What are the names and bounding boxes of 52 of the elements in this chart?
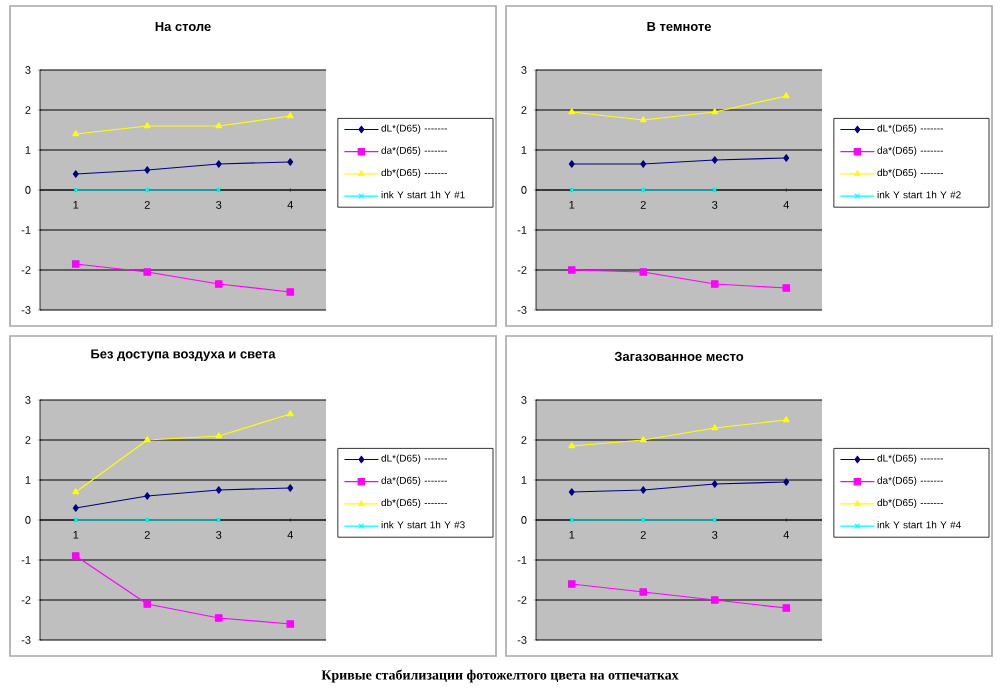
point	[215, 432, 223, 439]
point	[782, 604, 791, 612]
point	[143, 436, 151, 443]
point	[711, 156, 718, 164]
point	[215, 122, 223, 129]
point	[287, 484, 294, 492]
point	[640, 160, 647, 168]
point	[215, 160, 222, 168]
point	[639, 436, 647, 443]
point	[782, 416, 790, 423]
point	[640, 187, 647, 193]
point	[639, 116, 647, 123]
point	[286, 288, 295, 296]
point	[711, 108, 719, 115]
point	[144, 517, 151, 523]
point	[143, 122, 151, 129]
point	[214, 614, 223, 622]
point	[710, 596, 719, 604]
point	[568, 442, 576, 449]
point	[215, 486, 222, 494]
point	[640, 486, 647, 494]
point	[71, 552, 80, 560]
point	[783, 154, 790, 162]
point	[711, 480, 718, 488]
point	[568, 488, 575, 496]
point	[286, 620, 295, 628]
point	[72, 170, 79, 178]
point	[71, 260, 80, 268]
point	[72, 488, 80, 495]
point	[214, 280, 223, 288]
point	[782, 284, 791, 292]
point	[286, 112, 294, 119]
point	[143, 268, 152, 276]
point	[782, 92, 790, 99]
point	[72, 130, 80, 137]
point	[144, 492, 151, 500]
point	[568, 160, 575, 168]
point	[640, 517, 647, 523]
point	[639, 268, 648, 276]
point	[568, 108, 576, 115]
point	[783, 478, 790, 486]
point	[144, 187, 151, 193]
point	[710, 280, 719, 288]
point	[287, 158, 294, 166]
point	[286, 410, 294, 417]
point	[711, 424, 719, 431]
point	[143, 600, 152, 608]
point	[567, 266, 576, 274]
point	[639, 588, 648, 596]
point	[567, 580, 576, 588]
point	[144, 166, 151, 174]
point	[72, 504, 79, 512]
